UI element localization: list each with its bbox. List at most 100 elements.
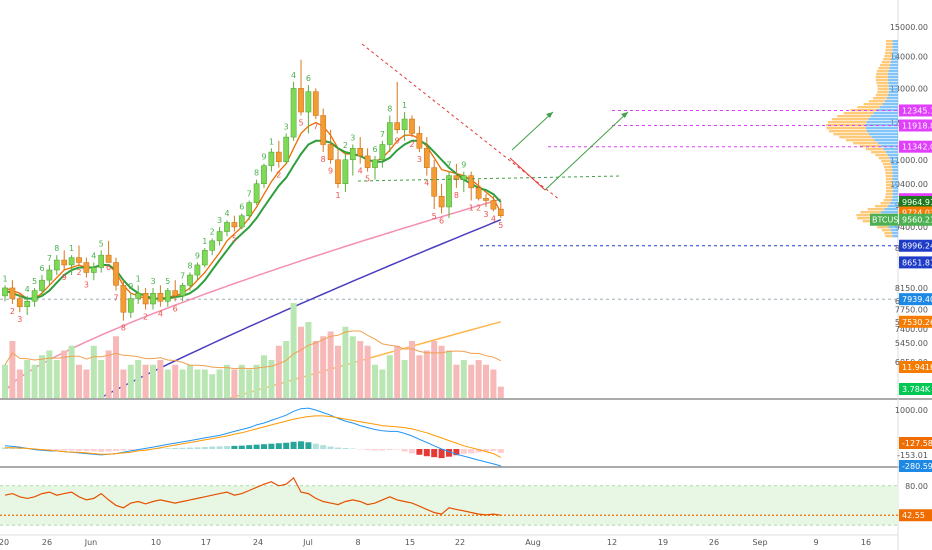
volume-profile-bar	[889, 157, 898, 160]
volume-bar	[335, 345, 341, 398]
price-badge	[899, 361, 932, 373]
candle-body	[76, 257, 82, 263]
volume-profile-bar	[876, 82, 889, 85]
candle-body	[253, 183, 260, 203]
macd-bar	[164, 448, 171, 449]
volume-profile-bar	[826, 127, 866, 130]
volume-profile-bar	[884, 169, 893, 172]
td-count: 6	[306, 74, 311, 83]
volume-bar	[68, 345, 75, 398]
volume-bar	[209, 374, 216, 398]
macd-bar	[379, 449, 386, 451]
macd-bar	[83, 449, 90, 452]
volume-bar	[16, 369, 23, 398]
price-badge-label: -280.59	[902, 462, 932, 471]
td-count: 5	[232, 235, 237, 244]
price-badge	[899, 460, 932, 472]
macd-bar	[194, 447, 201, 449]
price-badge	[899, 509, 932, 522]
price-badge-label: 11918.89	[902, 121, 932, 130]
td-count: 6	[106, 263, 111, 272]
volume-profile-bar	[891, 199, 898, 202]
price-tick-label: 10400.00	[890, 180, 928, 189]
volume-profile-bar	[888, 70, 898, 73]
candle-body	[216, 231, 223, 242]
volume-bar	[357, 341, 364, 398]
volume-bar	[201, 369, 208, 398]
support-line	[357, 175, 621, 182]
volume-bar	[327, 331, 334, 398]
macd-bar	[364, 449, 371, 450]
macd-bar	[275, 443, 282, 449]
projection-down	[509, 157, 546, 191]
macd-bar	[127, 449, 134, 450]
price-badge	[899, 239, 932, 252]
candle-body	[24, 301, 31, 307]
rsi-line	[4, 476, 501, 516]
volume-profile-bar	[882, 163, 892, 166]
td-count: 7	[180, 272, 185, 281]
macd-bar	[2, 447, 8, 449]
sma-amber-line	[227, 321, 501, 398]
macd-bar	[423, 449, 430, 457]
candle-body	[379, 144, 386, 161]
volume-profile-bar	[892, 181, 898, 184]
volume-bar	[401, 360, 408, 398]
volume-profile-bar	[885, 40, 893, 43]
volume-profile-bar	[892, 190, 898, 193]
macd-line	[4, 407, 501, 467]
volume-profile-bar	[876, 70, 889, 73]
volume-profile-bar	[837, 115, 871, 118]
volume-bar	[39, 355, 45, 398]
price-badge	[899, 437, 932, 449]
volume-profile-bar	[892, 172, 898, 175]
td-count: 3	[417, 155, 422, 164]
candle-body	[372, 159, 378, 168]
td-count: 5	[165, 277, 170, 286]
price-tick-label: 7750.00	[895, 305, 928, 314]
macd-bar	[386, 449, 393, 450]
rsi-band	[0, 485, 898, 526]
candle-body	[90, 267, 97, 273]
projection-up-1	[511, 111, 554, 151]
volume-profile-bar	[892, 175, 898, 178]
volume-profile-bar	[865, 127, 898, 130]
macd-bar	[312, 443, 319, 449]
volume-profile-bar	[888, 82, 898, 85]
volume-bar	[194, 369, 201, 398]
volume-profile-bar	[887, 154, 898, 157]
price-badge-label: 11342.09	[902, 143, 932, 152]
td-count: 7	[446, 161, 451, 170]
volume-profile-bar	[859, 145, 881, 148]
td-count: 3	[217, 216, 222, 225]
td-count: 8	[187, 262, 192, 271]
macd-bar	[224, 446, 230, 449]
candle-body	[475, 187, 482, 199]
price-badge-label: 9560.21	[902, 216, 932, 225]
date-tick-label: Aug	[525, 538, 541, 547]
volume-profile-bar	[891, 55, 898, 58]
volume-profile-bar	[892, 187, 898, 190]
date-tick-label: 8	[355, 538, 360, 547]
volume-bar	[46, 350, 53, 398]
volume-bar	[468, 364, 475, 398]
td-sequential-counts: 1234567891234567891234567891234567891234…	[2, 71, 503, 333]
volume-bar	[53, 360, 60, 398]
volume-profile-bar	[863, 103, 883, 106]
td-count: 9	[195, 252, 200, 261]
td-count: 1	[136, 274, 141, 283]
macd-value-label: -153.01	[897, 451, 928, 460]
volume-profile-bar	[881, 160, 891, 163]
volume-bar	[187, 364, 193, 398]
volume-bar	[9, 341, 16, 398]
volume-profile-bar	[883, 58, 892, 61]
price-badge	[899, 119, 932, 132]
macd-bar	[179, 447, 186, 449]
volume-bar	[238, 364, 245, 398]
volume-profile-bar	[885, 193, 893, 196]
td-count: 5	[298, 119, 303, 128]
volume-profile-bar	[875, 73, 889, 76]
price-badge-label: 11.941K	[902, 363, 932, 372]
volume-bar	[253, 364, 260, 398]
